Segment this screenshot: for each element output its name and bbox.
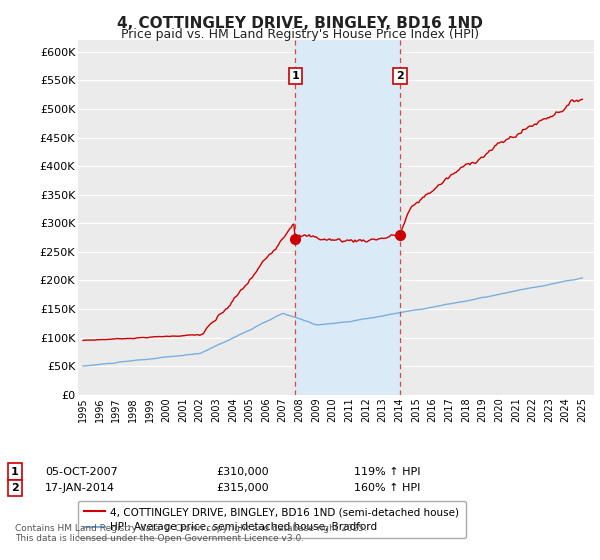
Legend: 4, COTTINGLEY DRIVE, BINGLEY, BD16 1ND (semi-detached house), HPI: Average price: 4, COTTINGLEY DRIVE, BINGLEY, BD16 1ND (…: [78, 501, 466, 539]
Text: £315,000: £315,000: [216, 483, 269, 493]
Bar: [295, 40, 400, 395]
Text: 160% ↑ HPI: 160% ↑ HPI: [354, 483, 421, 493]
Text: 119% ↑ HPI: 119% ↑ HPI: [354, 466, 421, 477]
Text: 2: 2: [11, 483, 19, 493]
Text: £310,000: £310,000: [216, 466, 269, 477]
Text: 17-JAN-2014: 17-JAN-2014: [45, 483, 115, 493]
Text: 1: 1: [292, 71, 299, 81]
Text: 2: 2: [396, 71, 404, 81]
Text: 05-OCT-2007: 05-OCT-2007: [45, 466, 118, 477]
Text: 4, COTTINGLEY DRIVE, BINGLEY, BD16 1ND: 4, COTTINGLEY DRIVE, BINGLEY, BD16 1ND: [117, 16, 483, 31]
Text: Price paid vs. HM Land Registry's House Price Index (HPI): Price paid vs. HM Land Registry's House …: [121, 28, 479, 41]
Text: 1: 1: [11, 466, 19, 477]
Text: Contains HM Land Registry data © Crown copyright and database right 2025.
This d: Contains HM Land Registry data © Crown c…: [15, 524, 367, 543]
